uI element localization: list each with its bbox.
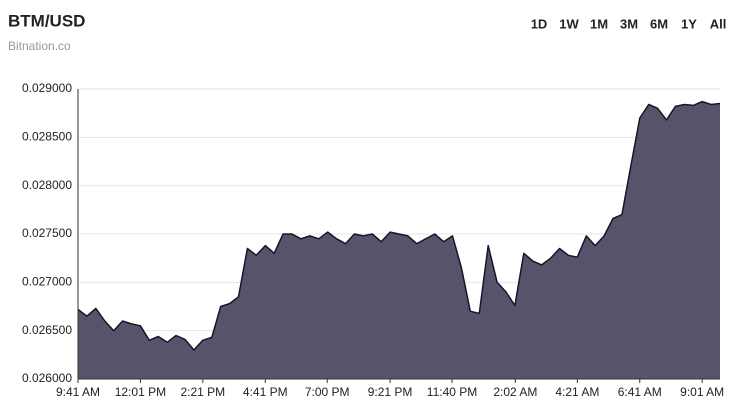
x-tick-label: 9:41 AM: [56, 385, 100, 399]
range-button[interactable]: 6M: [650, 16, 668, 31]
y-tick-label: 0.026000: [22, 371, 72, 385]
area: [78, 101, 720, 379]
chart-subtitle: Bitnation.co: [8, 39, 71, 53]
x-tick-label: 4:21 AM: [555, 385, 599, 399]
y-tick-label: 0.027000: [22, 275, 72, 289]
y-tick-label: 0.027500: [22, 226, 72, 240]
x-tick-label: 12:01 PM: [115, 385, 166, 399]
x-tick-label: 9:21 PM: [368, 385, 413, 399]
y-tick-label: 0.029000: [22, 81, 72, 95]
x-tick-label: 6:41 AM: [618, 385, 662, 399]
range-button[interactable]: 1D: [531, 16, 548, 31]
range-button[interactable]: 1W: [559, 16, 579, 31]
y-tick-label: 0.026500: [22, 323, 72, 337]
y-tick-label: 0.028000: [22, 178, 72, 192]
x-tick-label: 2:02 AM: [493, 385, 537, 399]
x-tick-label: 11:40 PM: [427, 385, 477, 399]
x-tick-label: 4:41 PM: [243, 385, 288, 399]
range-button[interactable]: 1Y: [681, 16, 697, 31]
x-tick-label: 9:01 AM: [680, 385, 724, 399]
range-button[interactable]: 1M: [590, 16, 608, 31]
range-button[interactable]: 3M: [620, 16, 638, 31]
chart-title: BTM/USD: [8, 11, 85, 30]
x-tick-label: 2:21 PM: [180, 385, 225, 399]
line: [77, 100, 721, 351]
range-button[interactable]: All: [710, 16, 727, 31]
x-tick-label: 7:00 PM: [305, 385, 350, 399]
y-tick-label: 0.028500: [22, 130, 72, 144]
